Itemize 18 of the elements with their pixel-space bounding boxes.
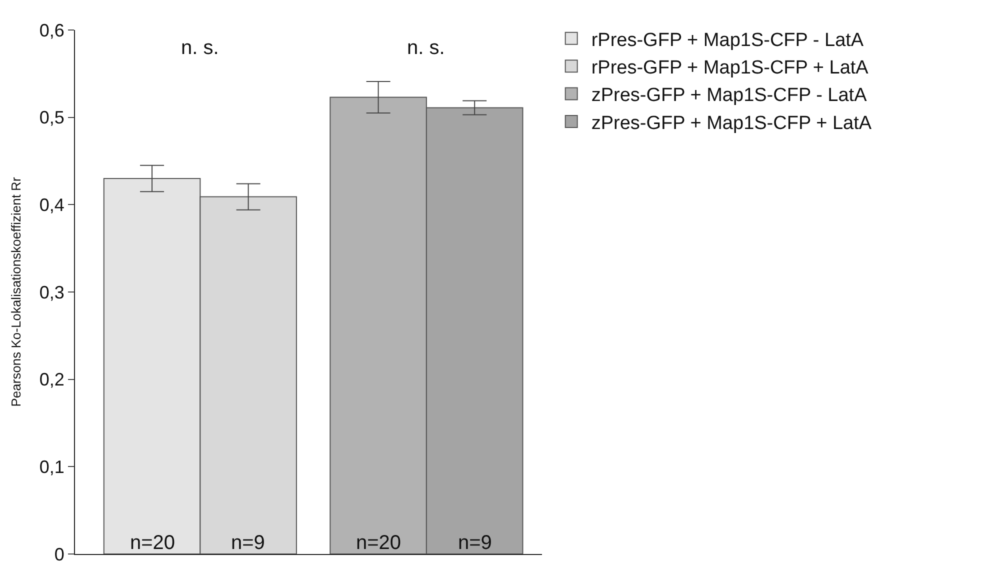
y-tick-label: 0,1 — [39, 456, 64, 477]
legend-label: rPres-GFP + Map1S-CFP - LatA — [591, 30, 864, 51]
annotation: n. s. — [181, 37, 219, 59]
annotation: n=20 — [130, 532, 176, 554]
legend-label: zPres-GFP + Map1S-CFP + LatA — [591, 112, 872, 134]
y-tick-label: 0,3 — [39, 282, 64, 302]
legend-label: rPres-GFP + Map1S-CFP + LatA — [591, 57, 869, 78]
y-tick-label: 0,4 — [39, 194, 64, 215]
y-axis-title: Pearsons Ko-Lokalisationskoeffizient Rr — [8, 176, 24, 407]
legend-label: zPres-GFP + Map1S-CFP - LatA — [591, 85, 868, 106]
y-tick-label: 0 — [54, 544, 64, 564]
annotation: n=20 — [356, 532, 402, 554]
y-tick-label: 0,2 — [39, 370, 64, 390]
annotation: n. s. — [407, 37, 445, 59]
annotation: n=9 — [231, 532, 265, 554]
annotation: n=9 — [458, 532, 492, 554]
y-tick-label: 0,5 — [39, 108, 64, 128]
y-tick-label: 0,6 — [39, 20, 64, 40]
